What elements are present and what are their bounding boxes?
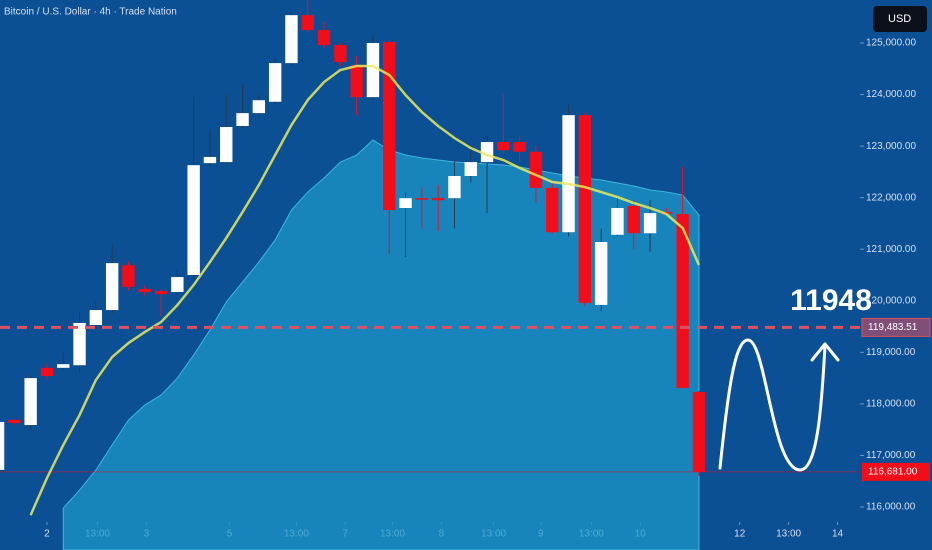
- y-tick-label: 123,000.00: [866, 141, 916, 152]
- annotation: 11948: [790, 284, 872, 317]
- candle-body-up: [57, 364, 70, 368]
- y-tick-label: 117,000.00: [866, 450, 916, 461]
- y-tick-label: 119,000.00: [866, 347, 916, 358]
- candle-body-up: [252, 100, 266, 114]
- candle-body-up: [448, 176, 461, 199]
- candle-body-down: [431, 198, 445, 201]
- candle-body-down: [138, 288, 151, 293]
- candle-body-down: [383, 41, 396, 211]
- candle-body-down: [154, 290, 168, 295]
- candle-body-down: [627, 205, 640, 234]
- y-tick-label: 118,000.00: [866, 399, 916, 410]
- candle-body-down: [350, 65, 363, 98]
- candle-body-up: [268, 63, 282, 102]
- area-series: [62, 139, 700, 550]
- moving-average-line: [29, 64, 701, 516]
- candle-body-up: [171, 277, 184, 293]
- candle-body-up: [285, 15, 298, 64]
- x-tick-label: 13:00: [776, 529, 801, 540]
- candle-body-up: [220, 127, 233, 163]
- y-tick-label: 124,000.00: [866, 89, 916, 100]
- candle-body-down: [415, 198, 429, 200]
- x-tick-label: 14: [832, 529, 844, 540]
- last-price-label: 116,681.00: [868, 467, 918, 478]
- candle-body-down: [301, 15, 314, 31]
- candle-body-down: [317, 30, 331, 46]
- candle-body-down: [529, 151, 543, 188]
- candle-body-down: [40, 367, 54, 377]
- y-tick-label: 120,000.00: [866, 295, 916, 306]
- candle-body-down: [546, 187, 559, 233]
- candle-body-up: [562, 115, 575, 233]
- candle-body-down: [8, 419, 21, 423]
- candle-body-up: [0, 421, 5, 470]
- candle-body-up: [236, 113, 249, 127]
- candle-body-up: [366, 42, 380, 98]
- candle-body-down: [692, 392, 706, 472]
- candle-body-up: [643, 213, 657, 234]
- candle-body-down: [578, 115, 592, 303]
- level-price-label: 119,483.51: [868, 322, 918, 333]
- x-tick-label: 12: [734, 529, 746, 540]
- currency-label[interactable]: USD: [888, 13, 911, 25]
- last-price-box: [862, 462, 930, 481]
- y-tick-label: 122,000.00: [866, 192, 916, 203]
- candle-body-down: [122, 265, 135, 287]
- candle-body-up: [611, 207, 624, 235]
- level-price-box: [861, 317, 931, 337]
- candle-body-down: [497, 141, 510, 151]
- y-tick-label: 121,000.00: [866, 244, 916, 255]
- candle-body-up: [24, 378, 37, 426]
- chart-title: Bitcoin / U.S. Dollar · 4h · Trade Natio…: [4, 7, 177, 18]
- candle-body-up: [203, 156, 217, 164]
- drawn-arrowhead: [810, 342, 840, 362]
- candle-body-down: [513, 141, 526, 152]
- candle-body-down: [334, 45, 347, 63]
- candle-body-up: [105, 263, 119, 311]
- candle-body-up: [399, 198, 412, 208]
- candle-body-up: [89, 310, 103, 326]
- candle-body-up: [464, 162, 477, 177]
- candle-body-up: [187, 165, 200, 275]
- drawn-wave: [718, 338, 827, 472]
- y-tick-label: 125,000.00: [866, 38, 916, 49]
- candle-body-up: [73, 322, 86, 366]
- candle-body-down: [676, 214, 689, 388]
- x-tick-label: 2: [44, 529, 50, 540]
- currency-button[interactable]: [873, 6, 927, 32]
- y-tick-label: 116,000.00: [866, 502, 916, 513]
- candle-body-up: [594, 242, 608, 305]
